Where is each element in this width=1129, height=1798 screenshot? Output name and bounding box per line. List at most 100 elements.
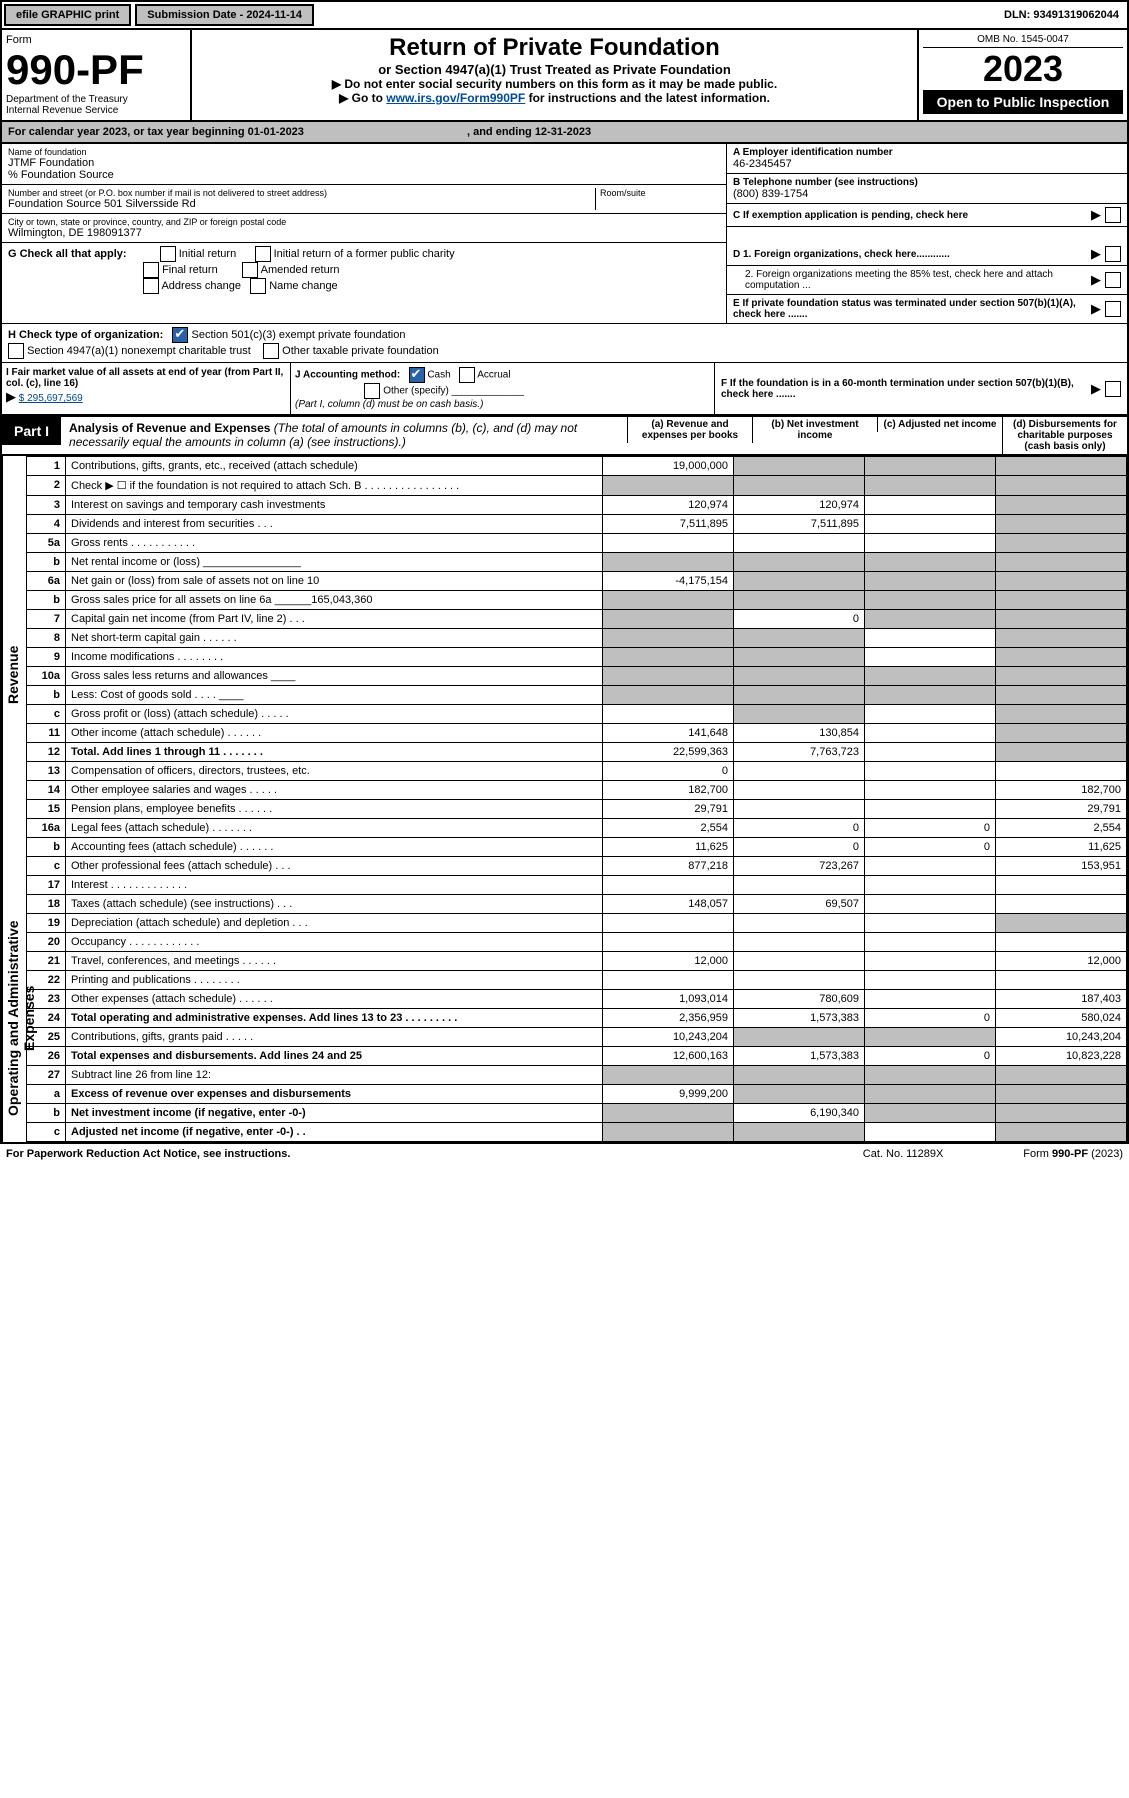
tax-year: 2023: [923, 48, 1123, 90]
j-accrual-checkbox[interactable]: [459, 367, 475, 383]
city-value: Wilmington, DE 198091377: [8, 227, 720, 239]
table-row: 9Income modifications . . . . . . . .: [27, 648, 1127, 667]
j-other-checkbox[interactable]: [364, 383, 380, 399]
d1-checkbox[interactable]: [1105, 246, 1121, 262]
form-subtitle: or Section 4947(a)(1) Trust Treated as P…: [196, 62, 913, 77]
expenses-side-label: Operating and Administrative Expenses: [2, 894, 26, 1142]
top-bar: efile GRAPHIC print Submission Date - 20…: [0, 0, 1129, 30]
h-other-checkbox[interactable]: [263, 343, 279, 359]
h-4947-checkbox[interactable]: [8, 343, 24, 359]
open-public-badge: Open to Public Inspection: [923, 90, 1123, 114]
instruction-1: ▶ Do not enter social security numbers o…: [196, 77, 913, 91]
j-cash-checkbox[interactable]: [409, 367, 425, 383]
footer-right: Form 990-PF (2023): [1023, 1148, 1123, 1160]
footer-mid: Cat. No. 11289X: [863, 1148, 944, 1160]
table-row: 11Other income (attach schedule) . . . .…: [27, 724, 1127, 743]
table-row: 5aGross rents . . . . . . . . . . .: [27, 534, 1127, 553]
omb-label: OMB No. 1545-0047: [923, 34, 1123, 48]
table-row: cAdjusted net income (if negative, enter…: [27, 1123, 1127, 1142]
tel-label: B Telephone number (see instructions): [733, 177, 1121, 188]
i-label: I Fair market value of all assets at end…: [6, 367, 283, 389]
form-word: Form: [6, 34, 186, 46]
g-opt-1: Final return: [162, 264, 218, 276]
table-row: 4Dividends and interest from securities …: [27, 515, 1127, 534]
part1-table: 1Contributions, gifts, grants, etc., rec…: [26, 456, 1127, 1142]
table-row: 26Total expenses and disbursements. Add …: [27, 1047, 1127, 1066]
table-row: 13Compensation of officers, directors, t…: [27, 762, 1127, 781]
g-address-checkbox[interactable]: [143, 278, 159, 294]
g-name-checkbox[interactable]: [250, 278, 266, 294]
cal-end: , and ending 12-31-2023: [467, 126, 591, 138]
table-row: 18Taxes (attach schedule) (see instructi…: [27, 895, 1127, 914]
i-value-link[interactable]: $ 295,697,569: [19, 393, 83, 404]
table-row: 17Interest . . . . . . . . . . . . .: [27, 876, 1127, 895]
col-c-header: (c) Adjusted net income: [877, 417, 1002, 432]
submission-date-button[interactable]: Submission Date - 2024-11-14: [135, 4, 314, 26]
addr-label: Number and street (or P.O. box number if…: [8, 188, 595, 198]
col-a-header: (a) Revenue and expenses per books: [627, 417, 752, 443]
g-amended-checkbox[interactable]: [242, 262, 258, 278]
part1-tag: Part I: [2, 417, 61, 445]
d1-label: D 1. Foreign organizations, check here..…: [733, 249, 1087, 260]
e-checkbox[interactable]: [1105, 301, 1121, 317]
d2-checkbox[interactable]: [1105, 272, 1121, 288]
table-row: 7Capital gain net income (from Part IV, …: [27, 610, 1127, 629]
form-title: Return of Private Foundation: [196, 34, 913, 62]
c-checkbox[interactable]: [1105, 207, 1121, 223]
c-label: C If exemption application is pending, c…: [733, 210, 1087, 221]
page-footer: For Paperwork Reduction Act Notice, see …: [0, 1143, 1129, 1164]
care-of: % Foundation Source: [8, 169, 720, 181]
inst2-pre: ▶ Go to: [339, 91, 386, 105]
e-label: E If private foundation status was termi…: [733, 298, 1087, 320]
g-initial-checkbox[interactable]: [160, 246, 176, 262]
j-other: Other (specify): [383, 386, 449, 397]
table-row: 6aNet gain or (loss) from sale of assets…: [27, 572, 1127, 591]
j-cash: Cash: [427, 370, 450, 381]
table-row: 8Net short-term capital gain . . . . . .: [27, 629, 1127, 648]
table-row: 19Depreciation (attach schedule) and dep…: [27, 914, 1127, 933]
j-note: (Part I, column (d) must be on cash basi…: [295, 399, 483, 410]
efile-print-button[interactable]: efile GRAPHIC print: [4, 4, 131, 26]
ij-row: I Fair market value of all assets at end…: [2, 363, 1127, 414]
h-opt3: Other taxable private foundation: [282, 345, 439, 357]
table-row: 2Check ▶ ☐ if the foundation is not requ…: [27, 476, 1127, 496]
arrow-icon: ▶: [1091, 207, 1101, 223]
table-row: 3Interest on savings and temporary cash …: [27, 496, 1127, 515]
h-row: H Check type of organization: Section 50…: [2, 324, 1127, 363]
identity-block: Name of foundation JTMF Foundation % Fou…: [2, 144, 1127, 243]
table-row: 22Printing and publications . . . . . . …: [27, 971, 1127, 990]
foundation-name: JTMF Foundation: [8, 157, 720, 169]
g-opt-5: Name change: [269, 280, 338, 292]
table-row: bAccounting fees (attach schedule) . . .…: [27, 838, 1127, 857]
table-row: bNet investment income (if negative, ent…: [27, 1104, 1127, 1123]
arrow-icon: ▶: [6, 389, 16, 404]
arrow-icon: ▶: [1091, 301, 1101, 317]
table-row: bLess: Cost of goods sold . . . . ____: [27, 686, 1127, 705]
form-link[interactable]: www.irs.gov/Form990PF: [386, 91, 525, 105]
table-row: 27Subtract line 26 from line 12:: [27, 1066, 1127, 1085]
g-opt-2: Address change: [161, 280, 241, 292]
table-row: 1Contributions, gifts, grants, etc., rec…: [27, 457, 1127, 476]
ein-value: 46-2345457: [733, 158, 1121, 170]
d2-label: 2. Foreign organizations meeting the 85%…: [733, 269, 1087, 291]
col-b-header: (b) Net investment income: [752, 417, 877, 443]
h-501c3-checkbox[interactable]: [172, 327, 188, 343]
dln-label: DLN: 93491319062044: [996, 6, 1127, 24]
table-row: 20Occupancy . . . . . . . . . . . .: [27, 933, 1127, 952]
table-row: 10aGross sales less returns and allowanc…: [27, 667, 1127, 686]
table-row: 24Total operating and administrative exp…: [27, 1009, 1127, 1028]
col-d-header: (d) Disbursements for charitable purpose…: [1002, 417, 1127, 454]
city-label: City or town, state or province, country…: [8, 217, 720, 227]
g-row: G Check all that apply: Initial return I…: [2, 243, 1127, 324]
table-row: 15Pension plans, employee benefits . . .…: [27, 800, 1127, 819]
g-final-checkbox[interactable]: [143, 262, 159, 278]
g-former-checkbox[interactable]: [255, 246, 271, 262]
f-checkbox[interactable]: [1105, 381, 1121, 397]
ein-label: A Employer identification number: [733, 147, 1121, 158]
irs-label: Internal Revenue Service: [6, 105, 186, 116]
table-row: 16aLegal fees (attach schedule) . . . . …: [27, 819, 1127, 838]
cal-begin: For calendar year 2023, or tax year begi…: [8, 126, 304, 138]
table-row: bNet rental income or (loss) ___________…: [27, 553, 1127, 572]
part1-header: Part I Analysis of Revenue and Expenses …: [0, 415, 1129, 456]
h-opt2: Section 4947(a)(1) nonexempt charitable …: [27, 345, 251, 357]
